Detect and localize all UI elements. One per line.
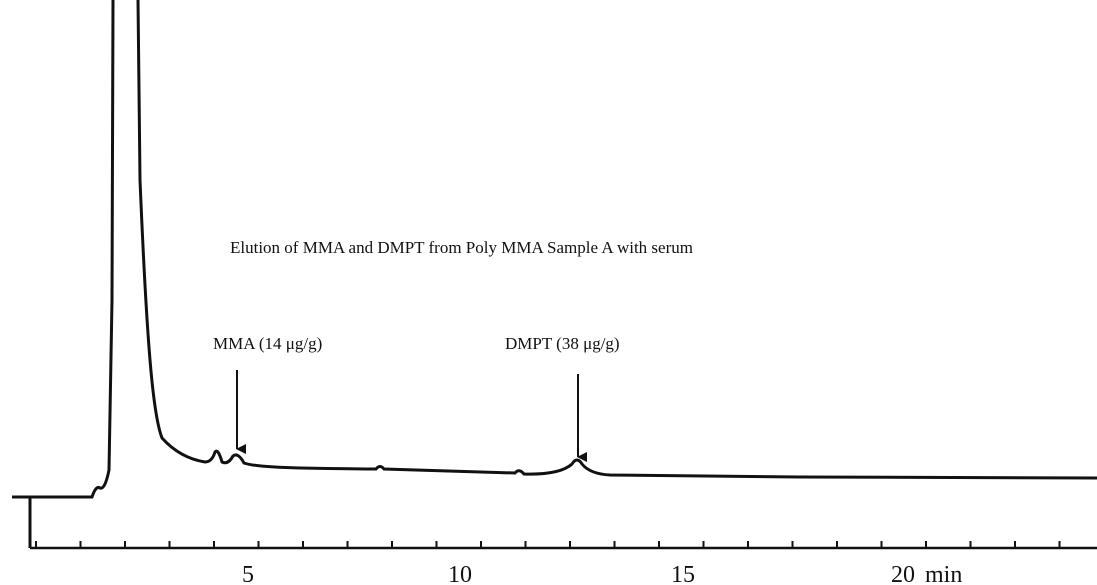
tick-label: 20 [891, 562, 915, 585]
annotation: MMA (14 μg/g) [213, 334, 322, 353]
tick-label: 15 [671, 562, 695, 585]
title: Elution of MMA and DMPT from Poly MMA Sa… [230, 238, 693, 257]
axis-unit: min [925, 562, 962, 585]
tick-label: 5 [242, 562, 254, 585]
annotation: DMPT (38 μg/g) [505, 334, 620, 353]
ticks [35, 541, 1061, 548]
trace [12, 0, 1097, 499]
tick-label: 10 [448, 562, 472, 585]
